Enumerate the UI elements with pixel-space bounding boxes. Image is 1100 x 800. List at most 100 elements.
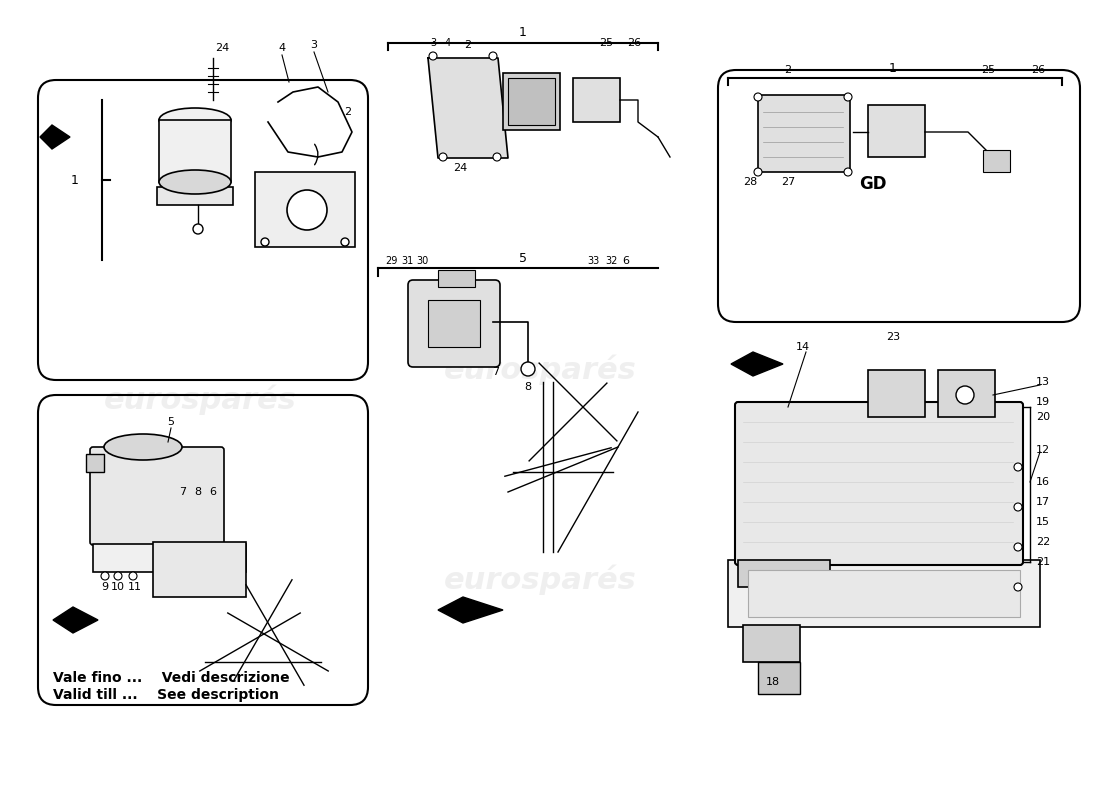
Bar xyxy=(758,662,800,694)
Text: 8: 8 xyxy=(525,382,531,392)
Bar xyxy=(738,560,830,587)
Text: 2: 2 xyxy=(344,107,352,117)
Circle shape xyxy=(754,93,762,101)
Text: 27: 27 xyxy=(781,177,795,187)
Bar xyxy=(438,270,475,287)
Circle shape xyxy=(490,52,497,60)
Polygon shape xyxy=(40,125,70,149)
Ellipse shape xyxy=(160,108,231,132)
Text: 33: 33 xyxy=(587,256,600,266)
Text: 4: 4 xyxy=(444,38,451,48)
Circle shape xyxy=(192,224,204,234)
Text: 7: 7 xyxy=(493,367,499,377)
Text: Vale fino ...    Vedi descrizione: Vale fino ... Vedi descrizione xyxy=(53,671,289,685)
Text: 28: 28 xyxy=(742,177,757,187)
Text: 15: 15 xyxy=(1036,517,1050,527)
Text: Valid till ...    See description: Valid till ... See description xyxy=(53,688,279,702)
Text: 6: 6 xyxy=(623,256,629,266)
Text: 16: 16 xyxy=(1036,477,1050,487)
Bar xyxy=(742,625,800,662)
Circle shape xyxy=(341,238,349,246)
Bar xyxy=(508,78,556,125)
Text: 6: 6 xyxy=(209,487,217,497)
Circle shape xyxy=(1014,463,1022,471)
Text: 20: 20 xyxy=(1036,412,1050,422)
Text: 25: 25 xyxy=(981,65,996,75)
Circle shape xyxy=(493,153,500,161)
Text: eurosparés: eurosparés xyxy=(763,405,956,435)
Circle shape xyxy=(261,238,270,246)
FancyBboxPatch shape xyxy=(90,447,224,545)
Text: 31: 31 xyxy=(400,256,414,266)
Bar xyxy=(728,560,1040,627)
Text: 32: 32 xyxy=(605,256,617,266)
Bar xyxy=(983,150,1010,172)
Bar xyxy=(573,78,620,122)
Text: 25: 25 xyxy=(598,38,613,48)
Text: 23: 23 xyxy=(886,332,900,342)
Text: 12: 12 xyxy=(1036,445,1050,455)
Text: 10: 10 xyxy=(111,582,125,592)
FancyBboxPatch shape xyxy=(735,402,1023,565)
Polygon shape xyxy=(428,58,508,158)
Bar xyxy=(255,172,355,247)
Circle shape xyxy=(844,93,852,101)
Text: eurosparés: eurosparés xyxy=(443,354,637,386)
Ellipse shape xyxy=(160,170,231,194)
Ellipse shape xyxy=(104,434,182,460)
Text: 26: 26 xyxy=(627,38,641,48)
Text: 17: 17 xyxy=(1036,497,1050,507)
Text: 13: 13 xyxy=(1036,377,1050,387)
Text: 14: 14 xyxy=(796,342,810,352)
Text: 11: 11 xyxy=(128,582,142,592)
Text: 3: 3 xyxy=(430,38,436,48)
Text: 5: 5 xyxy=(519,251,527,265)
Bar xyxy=(868,370,925,417)
Text: eurosparés: eurosparés xyxy=(443,565,637,595)
Text: 1: 1 xyxy=(889,62,896,74)
Bar xyxy=(503,73,560,130)
Circle shape xyxy=(1014,583,1022,591)
Text: 29: 29 xyxy=(385,256,397,266)
Circle shape xyxy=(439,153,447,161)
Circle shape xyxy=(521,362,535,376)
Text: 8: 8 xyxy=(195,487,201,497)
Circle shape xyxy=(114,572,122,580)
Text: 19: 19 xyxy=(1036,397,1050,407)
Text: 21: 21 xyxy=(1036,557,1050,567)
Circle shape xyxy=(1014,503,1022,511)
Bar xyxy=(153,542,246,597)
Polygon shape xyxy=(732,352,783,376)
Text: 1: 1 xyxy=(519,26,527,39)
Text: 9: 9 xyxy=(101,582,109,592)
Text: 3: 3 xyxy=(310,40,318,50)
Bar xyxy=(160,120,231,182)
Text: 7: 7 xyxy=(179,487,187,497)
Circle shape xyxy=(956,386,974,404)
Polygon shape xyxy=(53,607,98,633)
Bar xyxy=(748,570,1020,617)
Bar xyxy=(428,300,480,347)
Bar xyxy=(868,105,925,157)
Text: 26: 26 xyxy=(1031,65,1045,75)
Text: 30: 30 xyxy=(416,256,428,266)
Text: 2: 2 xyxy=(784,65,792,75)
FancyBboxPatch shape xyxy=(408,280,501,367)
Circle shape xyxy=(429,52,437,60)
Text: 2: 2 xyxy=(464,40,472,50)
Circle shape xyxy=(129,572,138,580)
Polygon shape xyxy=(438,597,503,623)
Text: GD: GD xyxy=(859,175,887,193)
Text: 4: 4 xyxy=(278,43,286,53)
Circle shape xyxy=(1014,543,1022,551)
Circle shape xyxy=(844,168,852,176)
Bar xyxy=(157,187,233,205)
Text: 18: 18 xyxy=(766,677,780,687)
Text: 5: 5 xyxy=(167,417,175,427)
Text: 24: 24 xyxy=(453,163,468,173)
Text: eurosparés: eurosparés xyxy=(103,385,296,415)
Bar xyxy=(86,454,104,472)
Text: 24: 24 xyxy=(214,43,229,53)
Circle shape xyxy=(101,572,109,580)
Text: 22: 22 xyxy=(1036,537,1050,547)
